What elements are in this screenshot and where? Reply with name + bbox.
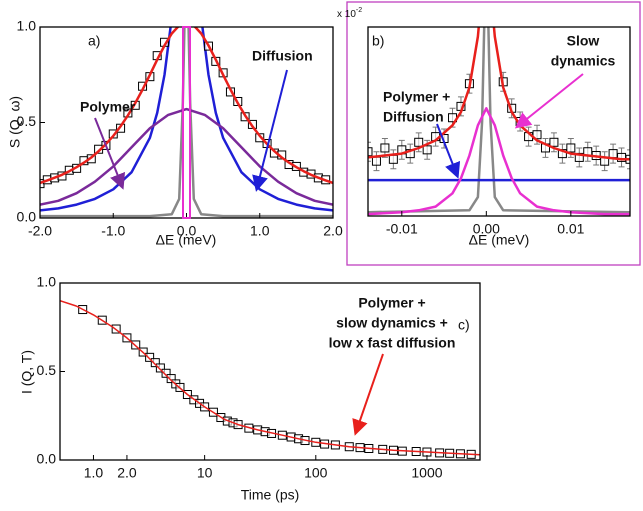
inset-box — [346, 1, 641, 266]
annotation: dynamics — [551, 53, 616, 69]
curve — [40, 27, 333, 218]
annotation: slow dynamics + — [336, 315, 448, 331]
panel-label: a) — [88, 33, 100, 49]
x-axis-label: ΔE (meV) — [469, 232, 530, 248]
data-point — [166, 374, 176, 384]
x-tick-label: -0.01 — [386, 221, 418, 237]
x-tick-label: 1000 — [411, 465, 442, 481]
frame — [367, 26, 631, 217]
annotation: Diffusion — [252, 48, 313, 64]
annotation: Polymer + — [358, 295, 425, 311]
x-tick-label: 10 — [197, 465, 213, 481]
zoom-window — [182, 26, 191, 219]
data-point — [371, 156, 381, 166]
data-point — [414, 137, 424, 147]
curve — [368, 27, 630, 214]
plots: -2.0 -1.0 0.0 1.0 2.0 0.0 0.5 1.0 ΔE (meV) S (Q, … — [7, 7, 631, 503]
x-axis-label: ΔE (meV) — [156, 232, 217, 248]
y-tick-label: 0.5 — [37, 362, 57, 378]
error-bar — [627, 149, 630, 170]
plot-area — [368, 27, 630, 216]
annotation: Polymer + — [383, 89, 450, 105]
y-tick-label: 0.0 — [17, 209, 37, 225]
data-point — [145, 352, 155, 362]
arrow — [436, 123, 461, 179]
data-point — [532, 130, 542, 140]
curve — [368, 107, 630, 216]
panel-label: b) — [372, 33, 384, 49]
panel-label: c) — [458, 317, 470, 333]
x-axis-label: Time (ps) — [241, 487, 300, 503]
y-axis-label: I (Q, T) — [19, 350, 35, 394]
arrow — [352, 353, 384, 436]
x-tick-label: 2.0 — [323, 223, 343, 239]
y-tick-label: 1.0 — [37, 274, 57, 290]
x-tick-label: -2.0 — [28, 223, 52, 239]
data-point — [566, 143, 576, 153]
error-bar — [368, 141, 371, 162]
x-tick-label: 1.0 — [84, 465, 104, 481]
annotation: low x fast diffusion — [329, 335, 456, 351]
x-tick-label: 0.01 — [557, 221, 584, 237]
data-point — [368, 147, 373, 157]
x-tick-label: -1.0 — [101, 223, 125, 239]
data-point — [380, 143, 390, 153]
data-point — [422, 145, 432, 155]
y-tick-label: 0.5 — [17, 113, 37, 129]
y-tick-label: 1.0 — [17, 18, 37, 34]
exp-base: x 10 — [337, 9, 356, 20]
data-point — [155, 363, 165, 373]
data-point — [150, 358, 160, 368]
annotation: Slow — [567, 33, 600, 49]
curve — [40, 27, 333, 212]
plot-area — [40, 27, 333, 218]
x-tick-label: 0.00 — [473, 221, 500, 237]
annotation: Polymer — [80, 99, 136, 115]
x-tick-label: 100 — [304, 465, 328, 481]
curve — [368, 27, 630, 161]
arrow — [252, 69, 288, 192]
annotation: Diffusion — [383, 109, 444, 125]
data-point — [549, 137, 559, 147]
x-tick-label: 1.0 — [250, 223, 270, 239]
plot-area — [60, 299, 480, 459]
exp-power: -2 — [356, 7, 362, 14]
y-exponent: x 10-2 — [337, 7, 362, 20]
arrow — [94, 117, 126, 190]
data-point — [161, 368, 171, 378]
x-tick-label: 2.0 — [117, 465, 137, 481]
arrow — [514, 73, 584, 129]
curve — [40, 107, 333, 206]
curve — [40, 27, 333, 185]
data-point — [388, 154, 398, 164]
data-point — [255, 133, 265, 143]
x-tick-label: 0.0 — [177, 223, 197, 239]
y-axis-label: S (Q, ω) — [7, 96, 23, 148]
data-point — [608, 149, 618, 159]
curve — [60, 299, 480, 456]
y-tick-label: 0.0 — [37, 451, 57, 467]
